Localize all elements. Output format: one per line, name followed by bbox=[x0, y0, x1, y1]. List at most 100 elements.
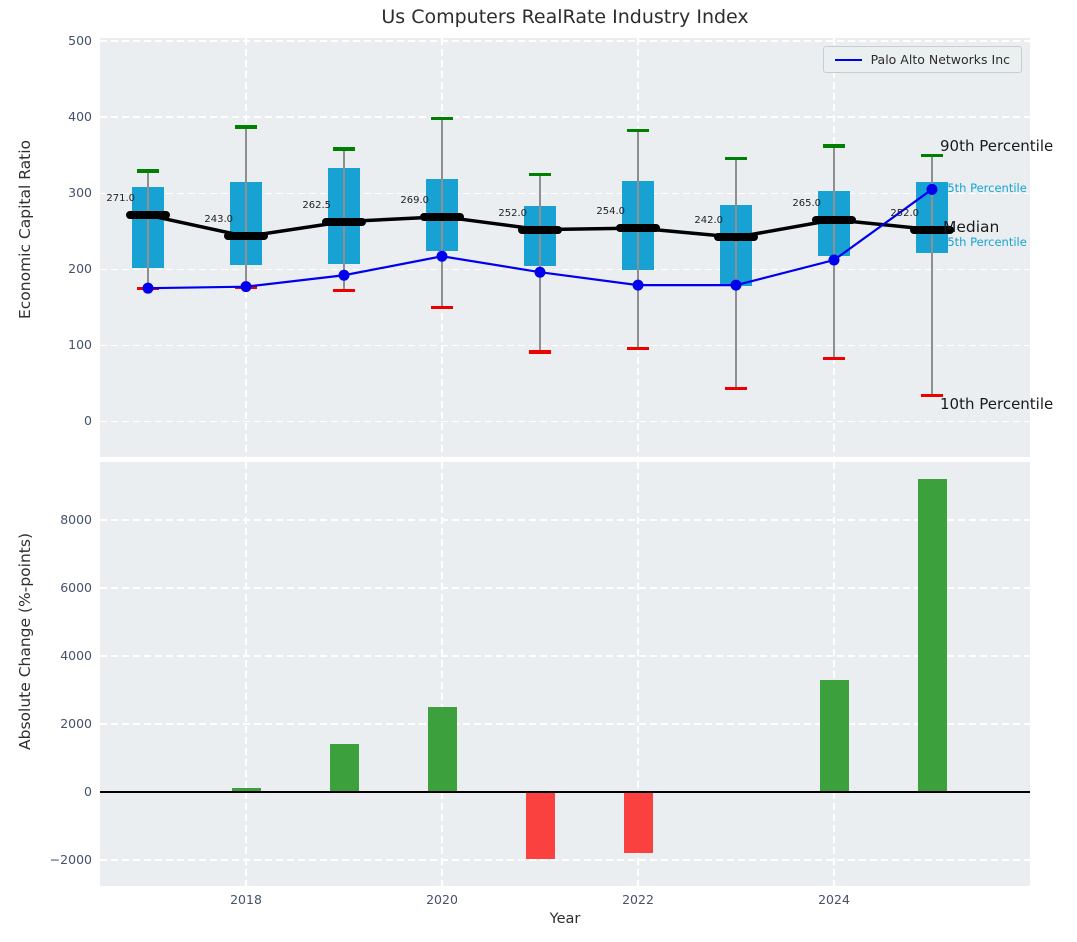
p90-cap-2018 bbox=[235, 125, 257, 129]
p90-cap-2024 bbox=[823, 144, 845, 148]
median-value-label-2023: 242.0 bbox=[694, 215, 723, 227]
p90-cap-2021 bbox=[529, 172, 551, 176]
p10-cap-2025 bbox=[921, 393, 943, 397]
p10-cap-2023 bbox=[725, 386, 747, 391]
x-axis-label: Year bbox=[549, 911, 581, 927]
bottom-plot-area: 2018 2020 2022 2024 bbox=[100, 462, 1030, 907]
top-gridline-400 bbox=[100, 116, 1030, 118]
top-gridline-300 bbox=[100, 192, 1030, 194]
company-point-2020 bbox=[436, 250, 448, 262]
p90-cap-2019 bbox=[333, 147, 355, 151]
top-y-axis-label: Economic Capital Ratio bbox=[16, 140, 34, 320]
change-bar-2018 bbox=[231, 787, 261, 792]
change-bar-2020 bbox=[427, 706, 457, 792]
top-ytick-300: 300 bbox=[68, 185, 92, 201]
xtick-2024: 2024 bbox=[818, 892, 850, 907]
xtick-2018: 2018 bbox=[230, 892, 262, 907]
bottom-ytick-8000: 8000 bbox=[60, 512, 92, 527]
annotation-25th-percentile: 25th Percentile bbox=[940, 235, 1027, 249]
p10-cap-2022 bbox=[627, 346, 649, 350]
median-value-label-2019: 262.5 bbox=[302, 199, 331, 211]
median-value-label-2025: 252.0 bbox=[890, 207, 919, 219]
bottom-gridline-2000 bbox=[100, 723, 1030, 725]
whisker-2018 bbox=[245, 126, 247, 288]
p10-cap-2024 bbox=[823, 356, 845, 360]
median-value-label-2020: 269.0 bbox=[400, 194, 429, 206]
top-ytick-100: 100 bbox=[68, 337, 92, 353]
median-value-label-2022: 254.0 bbox=[596, 206, 625, 218]
p10-cap-2020 bbox=[431, 305, 453, 309]
top-ytick-500: 500 bbox=[68, 33, 92, 49]
bottom-gridline-6000 bbox=[100, 587, 1030, 589]
p90-cap-2025 bbox=[921, 154, 943, 158]
median-value-label-2021: 252.0 bbox=[498, 207, 527, 219]
annotation-90th-percentile: 90th Percentile bbox=[940, 137, 1054, 155]
p90-cap-2020 bbox=[431, 117, 453, 121]
change-bar-2019 bbox=[329, 744, 359, 792]
company-point-2025 bbox=[926, 183, 938, 195]
company-point-2019 bbox=[338, 269, 350, 281]
top-gridline-100 bbox=[100, 344, 1030, 346]
company-point-2024 bbox=[828, 254, 840, 266]
annotation-75th-percentile: 75th Percentile bbox=[940, 181, 1027, 195]
p90-cap-2017 bbox=[137, 169, 159, 173]
whisker-2021 bbox=[539, 174, 541, 353]
p90-cap-2022 bbox=[627, 129, 649, 133]
change-bar-2024 bbox=[819, 679, 849, 792]
median-marker-2024 bbox=[812, 215, 856, 224]
whisker-2022 bbox=[637, 130, 639, 349]
change-bar-2025 bbox=[917, 479, 947, 792]
bottom-gridline-8000 bbox=[100, 519, 1030, 521]
xtick-2022: 2022 bbox=[622, 892, 654, 907]
legend: Palo Alto Networks Inc bbox=[822, 46, 1022, 73]
whisker-2024 bbox=[833, 145, 835, 359]
median-value-label-2017: 271.0 bbox=[106, 193, 135, 205]
bottom-ytick-0: 0 bbox=[84, 783, 92, 799]
top-ytick-200: 200 bbox=[68, 261, 92, 277]
annotation-10th-percentile: 10th Percentile bbox=[940, 395, 1054, 413]
bottom-vgridline-2024 bbox=[833, 462, 835, 886]
top-ytick-0: 0 bbox=[84, 413, 92, 429]
median-marker-2017 bbox=[126, 211, 170, 220]
legend-line-swatch bbox=[834, 58, 862, 61]
zero-line bbox=[100, 791, 1030, 793]
whisker-2017 bbox=[147, 171, 149, 289]
bottom-gridline-4000 bbox=[100, 655, 1030, 657]
bottom-ytick-2000: 2000 bbox=[60, 715, 92, 731]
bottom-ytick-6000: 6000 bbox=[60, 579, 92, 595]
top-ytick-400: 400 bbox=[68, 109, 92, 125]
median-marker-2025 bbox=[910, 225, 954, 234]
whisker-2023 bbox=[735, 158, 737, 389]
whisker-2025 bbox=[931, 155, 933, 396]
p10-cap-2021 bbox=[529, 350, 551, 354]
top-gridline-500 bbox=[100, 40, 1030, 42]
chart-title: Us Computers RealRate Industry Index bbox=[381, 6, 749, 28]
company-point-2017 bbox=[142, 282, 154, 294]
top-gridline-0 bbox=[100, 420, 1030, 422]
bottom-ytick-4000: 4000 bbox=[60, 647, 92, 663]
median-value-label-2018: 243.0 bbox=[204, 214, 233, 226]
median-marker-2020 bbox=[420, 212, 464, 221]
median-marker-2022 bbox=[616, 224, 660, 233]
top-lines-layer bbox=[142, 183, 938, 294]
median-marker-2019 bbox=[322, 217, 366, 226]
legend-label: Palo Alto Networks Inc bbox=[870, 52, 1010, 67]
p10-cap-2019 bbox=[333, 288, 355, 293]
median-value-label-2024: 265.0 bbox=[792, 197, 821, 209]
bottom-vgridline-2020 bbox=[441, 462, 443, 886]
top-gridline-200 bbox=[100, 268, 1030, 270]
bottom-ytick--2000: −2000 bbox=[49, 851, 92, 867]
company-point-2021 bbox=[534, 266, 546, 278]
top-plot-area: Palo Alto Networks Inc 90th Percentile 7… bbox=[100, 38, 1053, 457]
bottom-gridline--2000 bbox=[100, 859, 1030, 861]
company-point-2023 bbox=[730, 279, 742, 291]
annotation-median: Median bbox=[943, 218, 1000, 236]
change-bar-2022 bbox=[623, 791, 653, 854]
median-marker-2018 bbox=[224, 232, 268, 241]
p90-cap-2023 bbox=[725, 157, 747, 161]
company-point-2018 bbox=[240, 281, 252, 293]
change-bar-2021 bbox=[525, 791, 555, 860]
median-marker-2021 bbox=[518, 225, 562, 234]
company-point-2022 bbox=[632, 279, 644, 291]
